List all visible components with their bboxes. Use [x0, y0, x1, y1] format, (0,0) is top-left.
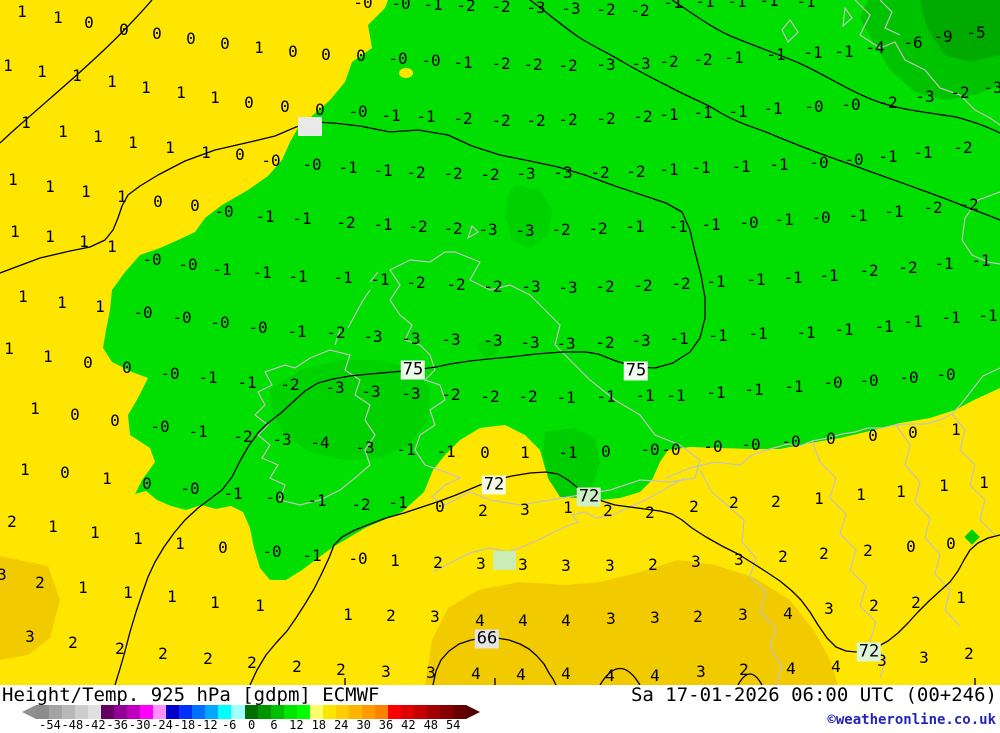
legend-segment — [218, 705, 232, 719]
contour-line-72 — [249, 471, 1000, 685]
coastline-hebrides — [334, 224, 479, 346]
country-border-2 — [811, 440, 887, 679]
legend-tick: 30 — [356, 718, 371, 732]
legend-segment — [348, 705, 362, 719]
legend-segment — [283, 705, 297, 719]
country-border-4 — [951, 413, 996, 536]
legend-segment — [75, 705, 89, 719]
yellow-patch-small — [399, 68, 413, 78]
product-title: Height/Temp. 925 hPa [gdpm] ECMWF — [2, 684, 380, 706]
legend-tick: 24 — [333, 718, 349, 732]
legend-tick: -48 — [61, 718, 84, 732]
coastline-channel-france — [432, 477, 685, 573]
legend-tick: 12 — [289, 718, 304, 732]
legend-segment — [101, 705, 115, 719]
weather-map: 1 1 0 0 0 0 0 1 0 0 -0 -0 -1 -2 -2 -3 -3 -2 -2 -1 -1 -1 -1 -1 1 1… — [0, 0, 1000, 685]
legend-segment — [166, 705, 180, 719]
map-canvas — [0, 0, 1000, 685]
dark-green-patch-scotland — [505, 185, 552, 248]
legend-segment — [413, 705, 427, 719]
legend-tick: 48 — [423, 718, 439, 732]
contour-line-ne1 — [671, 0, 1000, 134]
darker-green-patch-norway — [920, 0, 1000, 62]
coastlines — [254, 0, 1000, 685]
legend-tick: -36 — [106, 718, 129, 732]
legend-tick: -30 — [128, 718, 151, 732]
contour-lines — [0, 0, 1000, 685]
coastline-shetland — [781, 6, 853, 44]
coastline-britain — [389, 251, 701, 506]
contour-arc-1 — [599, 668, 641, 685]
dark-green-tongue — [543, 428, 600, 498]
dark-yellow-patch-left — [0, 556, 60, 660]
coastline-denmark — [961, 191, 1000, 265]
contour-line-ne2 — [529, 0, 1000, 221]
dark-green-patch-ireland — [270, 360, 430, 460]
legend-segment — [426, 705, 440, 719]
legend-tick: 42 — [401, 718, 416, 732]
legend-segment — [439, 705, 453, 719]
country-border-3 — [895, 424, 961, 627]
copyright-link[interactable]: ©weatheronline.co.uk — [827, 712, 996, 728]
contour-line-75 — [0, 121, 706, 685]
legend-segment — [114, 705, 128, 719]
legend-segment — [88, 705, 102, 719]
legend-segment — [127, 705, 141, 719]
legend-colorbar — [36, 705, 467, 719]
legend-tick: 6 — [270, 718, 278, 732]
legend: Height/Temp. 925 hPa [gdpm] ECMWF Sa 17-… — [0, 685, 1000, 733]
legend-segment — [335, 705, 349, 719]
contour-line-66 — [432, 637, 557, 685]
contour-line-nw — [0, 0, 153, 144]
legend-segment — [244, 705, 258, 719]
legend-segment — [36, 705, 50, 719]
valid-datetime: Sa 17-01-2026 06:00 UTC (00+246) — [630, 684, 997, 706]
legend-tick: -24 — [151, 718, 173, 732]
dark-green-patch-small — [476, 339, 499, 357]
legend-segment — [374, 705, 388, 719]
legend-segment — [322, 705, 336, 719]
dark-yellow-patch-bottom — [425, 560, 838, 685]
legend-segment — [296, 705, 310, 719]
legend-segment — [361, 705, 375, 719]
legend-tick: -6 — [221, 718, 237, 732]
legend-tick: -18 — [173, 718, 196, 732]
legend-tick: 36 — [378, 718, 394, 732]
legend-segment — [257, 705, 271, 719]
legend-segment — [179, 705, 193, 719]
legend-tick: -54 — [39, 718, 61, 732]
legend-segment — [192, 705, 206, 719]
coastline-ireland — [254, 349, 376, 506]
legend-segment — [231, 705, 245, 719]
legend-segment — [270, 705, 284, 719]
legend-segment — [140, 705, 154, 719]
legend-segment — [153, 705, 167, 719]
legend-segment — [400, 705, 414, 719]
legend-segment — [205, 705, 219, 719]
legend-tick: 54 — [445, 718, 461, 732]
coastline-continent — [665, 367, 1000, 479]
legend-tick: 18 — [311, 718, 327, 732]
legend-tick: -12 — [195, 718, 218, 732]
colorbar-left-arrow — [22, 705, 36, 719]
colorbar-right-arrow — [466, 705, 480, 719]
legend-tick: -42 — [83, 718, 106, 732]
country-border-1 — [699, 469, 783, 685]
coastline-norway — [854, 0, 1000, 126]
legend-segment — [309, 705, 323, 719]
legend-segment — [453, 705, 467, 719]
legend-segment — [62, 705, 76, 719]
contour-arc-2 — [737, 673, 763, 685]
legend-segment — [387, 705, 401, 719]
legend-segment — [49, 705, 63, 719]
legend-tick: 0 — [247, 718, 256, 732]
